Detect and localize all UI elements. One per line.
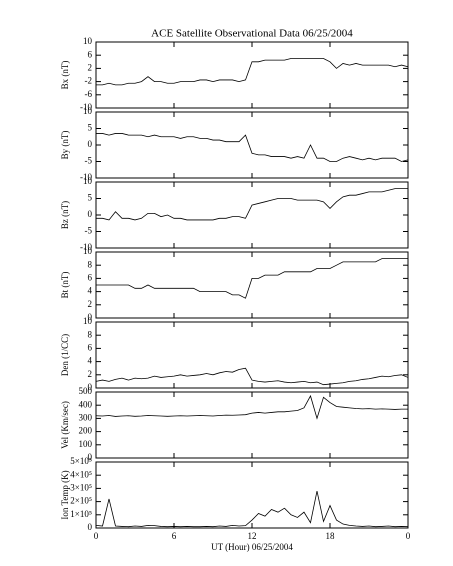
y-tick-label: 6 — [88, 49, 93, 59]
y-tick-label: 5 — [88, 193, 93, 203]
panel-frame — [95, 321, 409, 389]
y-tick-label: 4 — [88, 356, 93, 366]
y-tick-label: 2×10⁵ — [70, 496, 92, 506]
x-tick-label: 12 — [248, 531, 257, 541]
x-tick-label: 0 — [94, 531, 99, 541]
y-tick-label: -2 — [85, 76, 93, 86]
data-line — [96, 58, 409, 86]
y-tick-label: 5 — [88, 123, 93, 133]
data-line — [95, 490, 409, 528]
panel-frame — [95, 391, 409, 459]
y-axis-label: Bt (nT) — [60, 272, 70, 299]
y-tick-label: -6 — [85, 89, 93, 99]
y-tick-label: 8 — [88, 329, 93, 339]
data-line — [96, 188, 408, 221]
panel-frame — [95, 461, 409, 529]
data-line — [96, 133, 409, 162]
y-tick-label: -10 — [80, 172, 92, 182]
y-tick-label: -5 — [85, 156, 93, 166]
y-axis-label: Bx (nT) — [60, 61, 70, 90]
y-tick-label: 100 — [79, 439, 93, 449]
y-tick-label: 6 — [88, 272, 93, 282]
y-tick-label: 2 — [88, 369, 93, 379]
panel-frame — [95, 111, 409, 179]
y-tick-label: 500 — [79, 386, 93, 396]
y-tick-label: 1×10⁵ — [70, 509, 92, 519]
x-tick-label: 18 — [326, 531, 336, 541]
y-tick-label: 300 — [79, 412, 93, 422]
y-tick-label: 4 — [88, 286, 93, 296]
y-tick-label: 0 — [88, 382, 93, 392]
y-tick-label: -10 — [80, 242, 92, 252]
chart-title: ACE Satellite Observational Data 06/25/2… — [151, 28, 353, 40]
y-tick-label: 0 — [88, 209, 93, 219]
y-tick-label: 4×10⁵ — [70, 469, 92, 479]
data-line — [96, 258, 408, 299]
y-tick-label: 6 — [88, 342, 93, 352]
y-tick-label: 0 — [88, 452, 93, 462]
y-tick-label: 0 — [88, 139, 93, 149]
y-axis-label: Vel (Km/sec) — [60, 401, 70, 449]
y-axis-label: Ion Temp (K) — [60, 470, 70, 519]
y-tick-label: 2 — [88, 62, 93, 72]
y-tick-label: 2 — [88, 299, 93, 309]
y-tick-label: 0 — [88, 312, 93, 322]
x-tick-label: 0 — [406, 531, 411, 541]
y-tick-label: 200 — [79, 426, 93, 436]
panel-frame — [95, 181, 409, 249]
data-line — [95, 394, 408, 420]
y-tick-label: 10 — [83, 106, 93, 116]
y-tick-label: 3×10⁵ — [70, 482, 92, 492]
y-axis-label: Bz (nT) — [60, 201, 70, 229]
y-tick-label: 8 — [88, 259, 93, 269]
x-axis-label: UT (Hour) 06/25/2004 — [211, 542, 293, 552]
y-axis-label: By (nT) — [60, 131, 70, 160]
y-tick-label: 5×10⁵ — [70, 456, 92, 466]
y-axis-label: Den (1/CC) — [60, 334, 70, 376]
y-tick-label: 10 — [83, 246, 93, 256]
y-tick-label: 10 — [83, 176, 93, 186]
y-tick-label: -10 — [80, 102, 92, 112]
panel-frame — [95, 41, 409, 109]
y-tick-label: -5 — [85, 226, 93, 236]
y-tick-label: 10 — [83, 316, 93, 326]
y-tick-label: 400 — [79, 399, 93, 409]
y-tick-label: 0 — [88, 522, 93, 532]
y-tick-label: 10 — [83, 36, 93, 46]
data-line — [95, 367, 409, 386]
x-tick-label: 6 — [172, 531, 177, 541]
